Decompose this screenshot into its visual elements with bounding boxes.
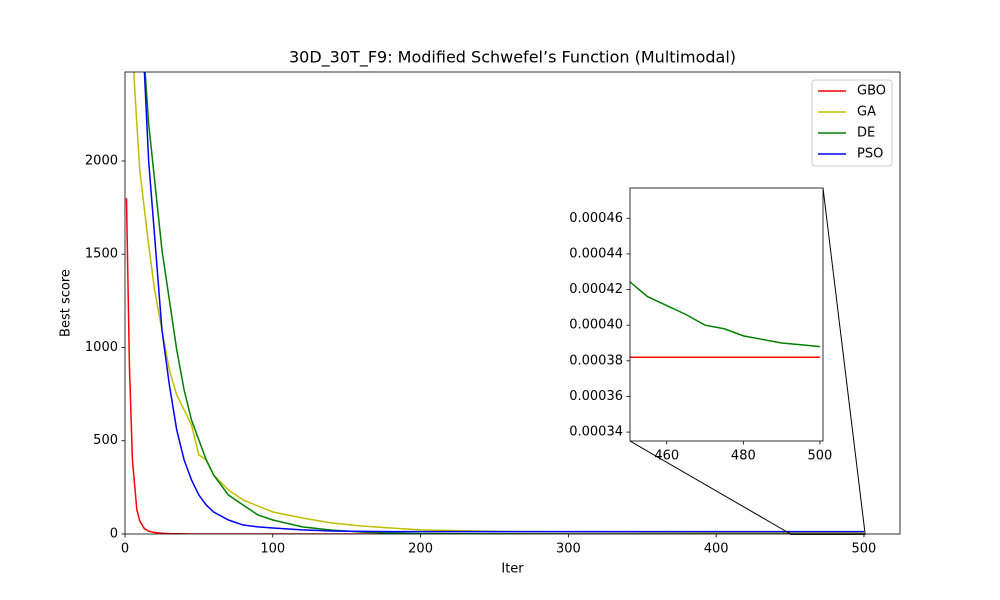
legend-label: DE — [857, 126, 875, 141]
zoom-connector — [822, 187, 866, 535]
y-tick-label: 0.00044 — [569, 246, 623, 261]
legend-label: PSO — [857, 147, 883, 162]
legend-box — [811, 79, 893, 167]
x-tick-label: 400 — [704, 542, 729, 557]
y-tick-label: 500 — [93, 433, 118, 448]
y-tick-label: 0.00036 — [569, 389, 623, 404]
series-line — [143, 72, 864, 533]
y-tick-label: 0.00046 — [569, 211, 623, 226]
y-tick-label: 0.00042 — [569, 282, 623, 297]
x-tick-label: 300 — [556, 542, 581, 557]
y-tick-label: 1000 — [85, 340, 118, 355]
legend-label: GBO — [857, 84, 886, 99]
plot-area — [630, 188, 823, 441]
zoom-connector — [629, 440, 791, 535]
zoom-region — [790, 533, 866, 535]
x-tick-label: 200 — [408, 542, 433, 557]
y-tick-label: 0.00038 — [569, 353, 623, 368]
x-tick-label: 0 — [121, 542, 129, 557]
y-tick-label: 0.00040 — [569, 318, 623, 333]
axes-frame — [124, 71, 901, 535]
y-tick-label: 0 — [110, 527, 118, 542]
x-tick-label: 480 — [731, 449, 756, 464]
y-tick-label: 1500 — [85, 247, 118, 262]
axes-frame — [629, 187, 824, 442]
x-tick-label: 100 — [260, 542, 285, 557]
series-line — [630, 280, 821, 348]
y-tick-label: 0.00034 — [569, 425, 623, 440]
x-tick-label: 460 — [654, 449, 679, 464]
y-axis-label: Best score — [59, 269, 74, 337]
y-tick-label: 2000 — [85, 153, 118, 168]
chart-title: 30D_30T_F9: Modified Schwefel’s Function… — [289, 48, 736, 68]
x-tick-label: 500 — [852, 542, 877, 557]
legend-label: GA — [857, 105, 876, 120]
x-axis-label: Iter — [501, 562, 524, 577]
x-tick-label: 500 — [808, 449, 833, 464]
